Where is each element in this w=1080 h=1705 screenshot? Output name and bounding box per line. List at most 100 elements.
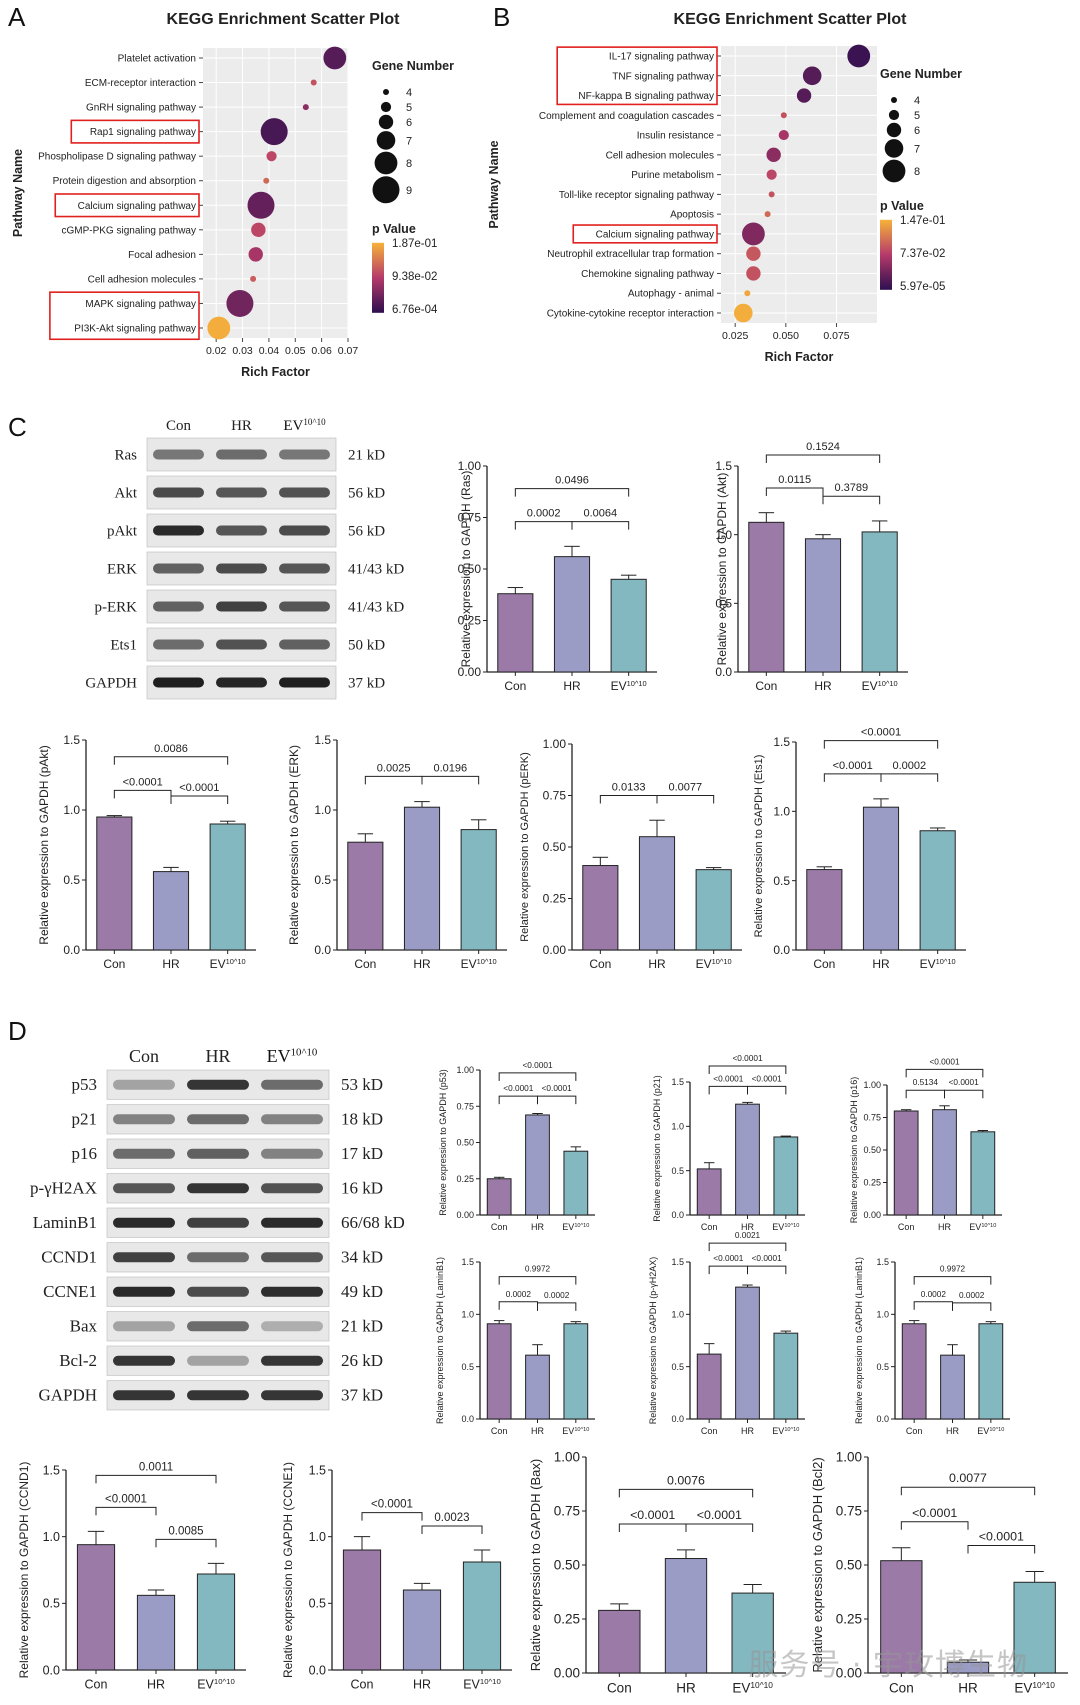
blot-band (261, 1114, 323, 1125)
size-legend-label: 7 (914, 143, 920, 155)
y-tick-label: 0.75 (863, 1113, 881, 1123)
blot-band (216, 677, 267, 688)
y-tick-label: 0.5 (876, 1362, 889, 1372)
scatter-point (802, 66, 822, 86)
scatter-point (226, 289, 254, 317)
lane-label: Con (166, 418, 192, 434)
size-legend-dot (378, 114, 394, 130)
blot-band (261, 1217, 323, 1228)
bar (136, 1594, 176, 1671)
protein-label: LaminB1 (33, 1213, 97, 1232)
y-tick-label: 1.0 (314, 803, 331, 817)
scatter-point (263, 177, 270, 184)
size-legend-dot (891, 97, 897, 103)
size-legend-label: 4 (914, 95, 920, 107)
significance-bracket (905, 1068, 984, 1078)
y-tick-label: 1.00 (863, 1080, 881, 1090)
highlight-box (54, 193, 200, 218)
significance-bracket (685, 1523, 754, 1532)
bar (563, 1150, 589, 1216)
protein-label: GAPDH (85, 676, 137, 692)
size-legend-dot (374, 151, 398, 175)
x-tick-label: HR (938, 1222, 951, 1232)
bar (978, 1323, 1004, 1420)
blot-band (187, 1252, 249, 1263)
western-blot-D: Con HR EV10^10 p53 53 kD p21 18 kD p16 17 kD p-γH… (30, 1046, 405, 1411)
bar (152, 871, 190, 951)
size-legend-dot (884, 139, 904, 158)
kd-label: 49 kD (341, 1282, 383, 1301)
x-tick-label: HR (814, 679, 832, 693)
pathway-label: NF-kappa B signaling pathway (578, 91, 714, 102)
kd-label: 56 kD (348, 524, 385, 540)
y-tick-label: 0.0 (671, 1414, 684, 1424)
y-tick-label: 0.5 (314, 873, 331, 887)
blot-band (113, 1183, 175, 1194)
blot-band (187, 1114, 249, 1125)
pathway-label: Purine metabolism (631, 170, 714, 181)
blot-band (113, 1321, 175, 1332)
lane-label: HR (205, 1046, 230, 1066)
pathway-label: Calcium signaling pathway (78, 201, 196, 212)
significance-bracket (599, 795, 658, 804)
y-tick-label: 0.00 (458, 665, 482, 679)
scatter-point (766, 169, 777, 180)
p-value-label: 0.0076 (667, 1473, 705, 1487)
size-legend-dot (383, 89, 389, 95)
significance-bracket (155, 1538, 217, 1548)
scatter-point (323, 46, 347, 70)
scatter-point (266, 151, 277, 162)
bar (919, 830, 956, 951)
blot-band (153, 525, 204, 536)
blot-band (153, 639, 204, 650)
protein-label: CCND1 (41, 1247, 97, 1266)
x-tick-label: HR (741, 1222, 754, 1232)
bar-chart-D-p53: 0.00 0.25 0.50 0.75 1.00 Con HR EV10^10 <0.0001 <… (438, 1061, 595, 1232)
pathway-label: Focal adhesion (128, 250, 196, 261)
bar-chart-C-Ras: 0.00 0.25 0.50 0.75 1.00 Con HR EV10^10 0.0002 0.… (458, 459, 657, 693)
x-tick-label: HR (413, 957, 431, 971)
pathway-label: TNF signaling pathway (612, 71, 714, 82)
scatter-point (742, 222, 765, 246)
bar (403, 806, 441, 951)
bar (748, 521, 785, 673)
blot-band (153, 601, 204, 612)
colorbar-label: 1.47e-01 (900, 215, 945, 227)
protein-label: Bax (70, 1316, 98, 1335)
colorbar (880, 219, 892, 290)
significance-bracket (905, 1089, 945, 1099)
significance-bracket (913, 1301, 953, 1310)
y-axis-label: Relative expression to GAPDH (p16) (849, 1077, 859, 1224)
blot-band (279, 449, 330, 460)
x-tick-label: 0.03 (232, 345, 253, 357)
bar (696, 1168, 722, 1216)
size-legend-label: 8 (406, 158, 412, 170)
bar (462, 1561, 502, 1671)
significance-bracket (900, 1486, 1036, 1496)
p-value-label: 0.0086 (154, 743, 188, 755)
bar-chart-C-pAkt: 0.0 0.5 1.0 1.5 Con HR EV10^10 <0.0001 <0.0001 0.… (37, 733, 256, 971)
blot-band (261, 1286, 323, 1297)
western-blot-C: Con HR EV10^10 Ras 21 kD Akt 56 kD pAkt 56 kD ERK… (85, 417, 404, 700)
y-tick-label: 0.25 (543, 892, 567, 906)
scatter-point (251, 222, 266, 238)
blot-band (261, 1183, 323, 1194)
significance-bracket (498, 1095, 538, 1105)
blot-band (216, 487, 267, 498)
p-value-label: 0.0496 (555, 475, 589, 487)
size-legend-label: 5 (406, 102, 412, 114)
significance-bracket (967, 1545, 1036, 1554)
p-value-label: <0.0001 (752, 1254, 783, 1263)
bar (638, 836, 676, 951)
size-legend-dot (380, 101, 392, 113)
kegg-title: KEGG Enrichment Scatter Plot (167, 11, 401, 28)
pathway-label: Calcium signaling pathway (596, 229, 714, 240)
x-tick-label: EV10^10 (1014, 1680, 1055, 1696)
y-tick-label: 0.0 (671, 1210, 684, 1220)
size-legend-label: 6 (406, 117, 412, 129)
colorbar-label: 1.87e-01 (392, 238, 437, 250)
pathway-label: Cytokine-cytokine receptor interaction (547, 309, 714, 320)
x-tick-label: 0.05 (285, 345, 306, 357)
y-axis-label: Relative expression to GAPDH (p53) (438, 1069, 448, 1216)
